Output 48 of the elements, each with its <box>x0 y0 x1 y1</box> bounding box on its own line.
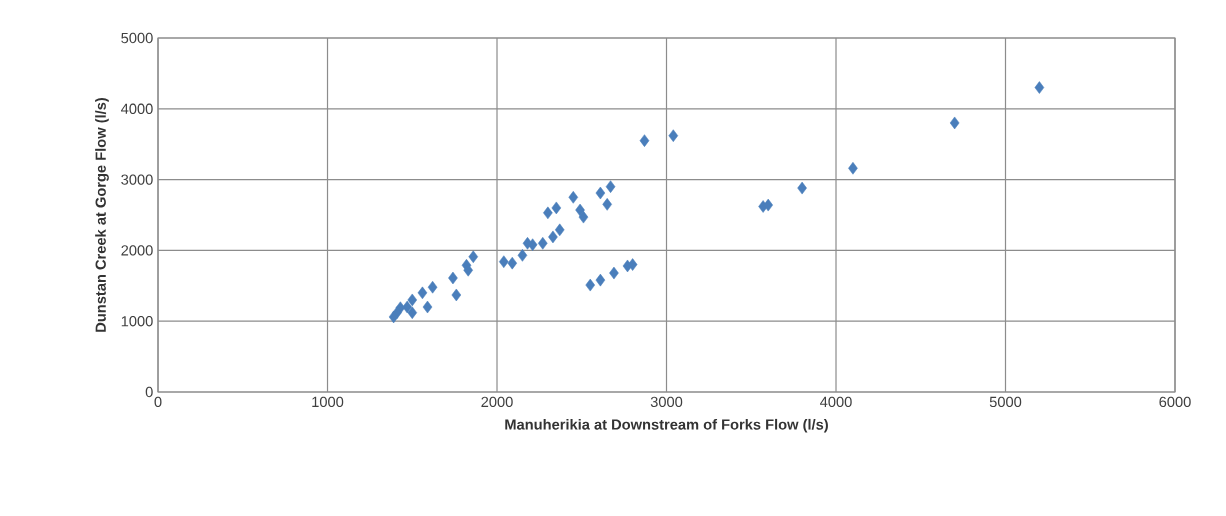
point <box>388 310 399 324</box>
y-tick-label: 5000 <box>121 32 153 44</box>
point <box>668 129 679 142</box>
point <box>451 288 462 302</box>
point <box>578 210 589 224</box>
point <box>554 223 565 237</box>
y-axis-title: Dunstan Creek at Gorge Flow (l/s) <box>95 97 109 332</box>
point <box>417 286 428 300</box>
point <box>568 191 579 204</box>
point <box>639 134 650 147</box>
x-tick-label: 5000 <box>989 396 1022 408</box>
x-tick-label: 0 <box>154 396 162 408</box>
y-tick-label: 1000 <box>121 316 153 327</box>
x-tick-label: 6000 <box>1159 396 1191 408</box>
point <box>407 306 418 319</box>
point <box>609 266 619 280</box>
point <box>543 206 553 220</box>
point <box>422 300 433 314</box>
point <box>575 203 585 217</box>
point <box>595 186 606 200</box>
x-axis-title: Manuherikia at Downstream of Forks Flow (l/s) <box>505 418 828 433</box>
point <box>448 271 458 285</box>
point <box>499 255 509 268</box>
point <box>407 293 418 307</box>
point <box>797 181 807 195</box>
point <box>517 249 528 262</box>
point <box>507 256 518 270</box>
point <box>585 278 595 292</box>
point <box>551 201 562 215</box>
point <box>602 198 612 211</box>
point <box>763 198 773 212</box>
x-tick-label: 4000 <box>820 396 852 408</box>
y-tick-label: 2000 <box>121 245 153 256</box>
x-tick-label: 3000 <box>650 396 683 408</box>
x-tick-label: 2000 <box>481 396 513 408</box>
point <box>1034 81 1045 94</box>
point <box>848 161 858 175</box>
point <box>468 250 479 264</box>
point <box>595 273 606 287</box>
y-tick-label: 0 <box>145 386 153 398</box>
point <box>427 280 438 294</box>
point <box>949 116 960 130</box>
point <box>548 230 558 244</box>
point <box>605 180 616 193</box>
y-tick-label: 4000 <box>121 103 153 114</box>
point <box>538 237 548 250</box>
y-tick-label: 3000 <box>121 174 153 185</box>
x-tick-label: 1000 <box>312 396 344 408</box>
